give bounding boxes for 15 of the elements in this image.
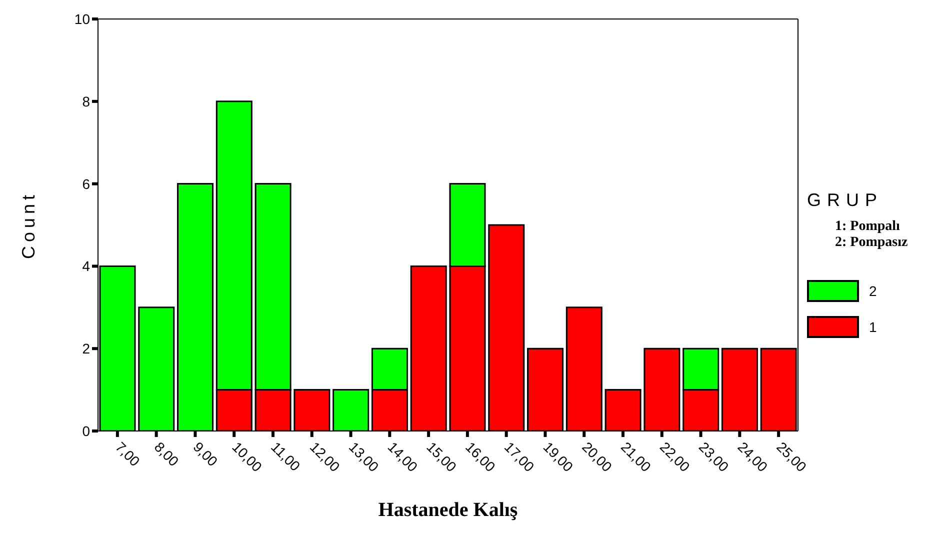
x-axis-title: Hastanede Kalış [378, 499, 518, 521]
y-tick-label: 0 [82, 422, 90, 439]
legend-label: 2 [869, 282, 877, 298]
legend-title: GRUP [807, 190, 884, 210]
y-tick-label: 4 [82, 258, 90, 274]
legend-label: 1 [869, 318, 877, 334]
x-tick-label: 8,00 [151, 438, 182, 470]
text: 1: Pompalı [834, 218, 901, 234]
y-tick-label: 8 [82, 93, 90, 110]
y-tick-label: 10 [74, 10, 90, 27]
y-tick-label: 2 [82, 340, 90, 357]
text: 2: Pompasız [834, 234, 909, 250]
y-tick-label: 6 [82, 176, 90, 192]
x-tick-label: 9,00 [190, 438, 222, 470]
y-axis-title: Count [18, 190, 38, 260]
